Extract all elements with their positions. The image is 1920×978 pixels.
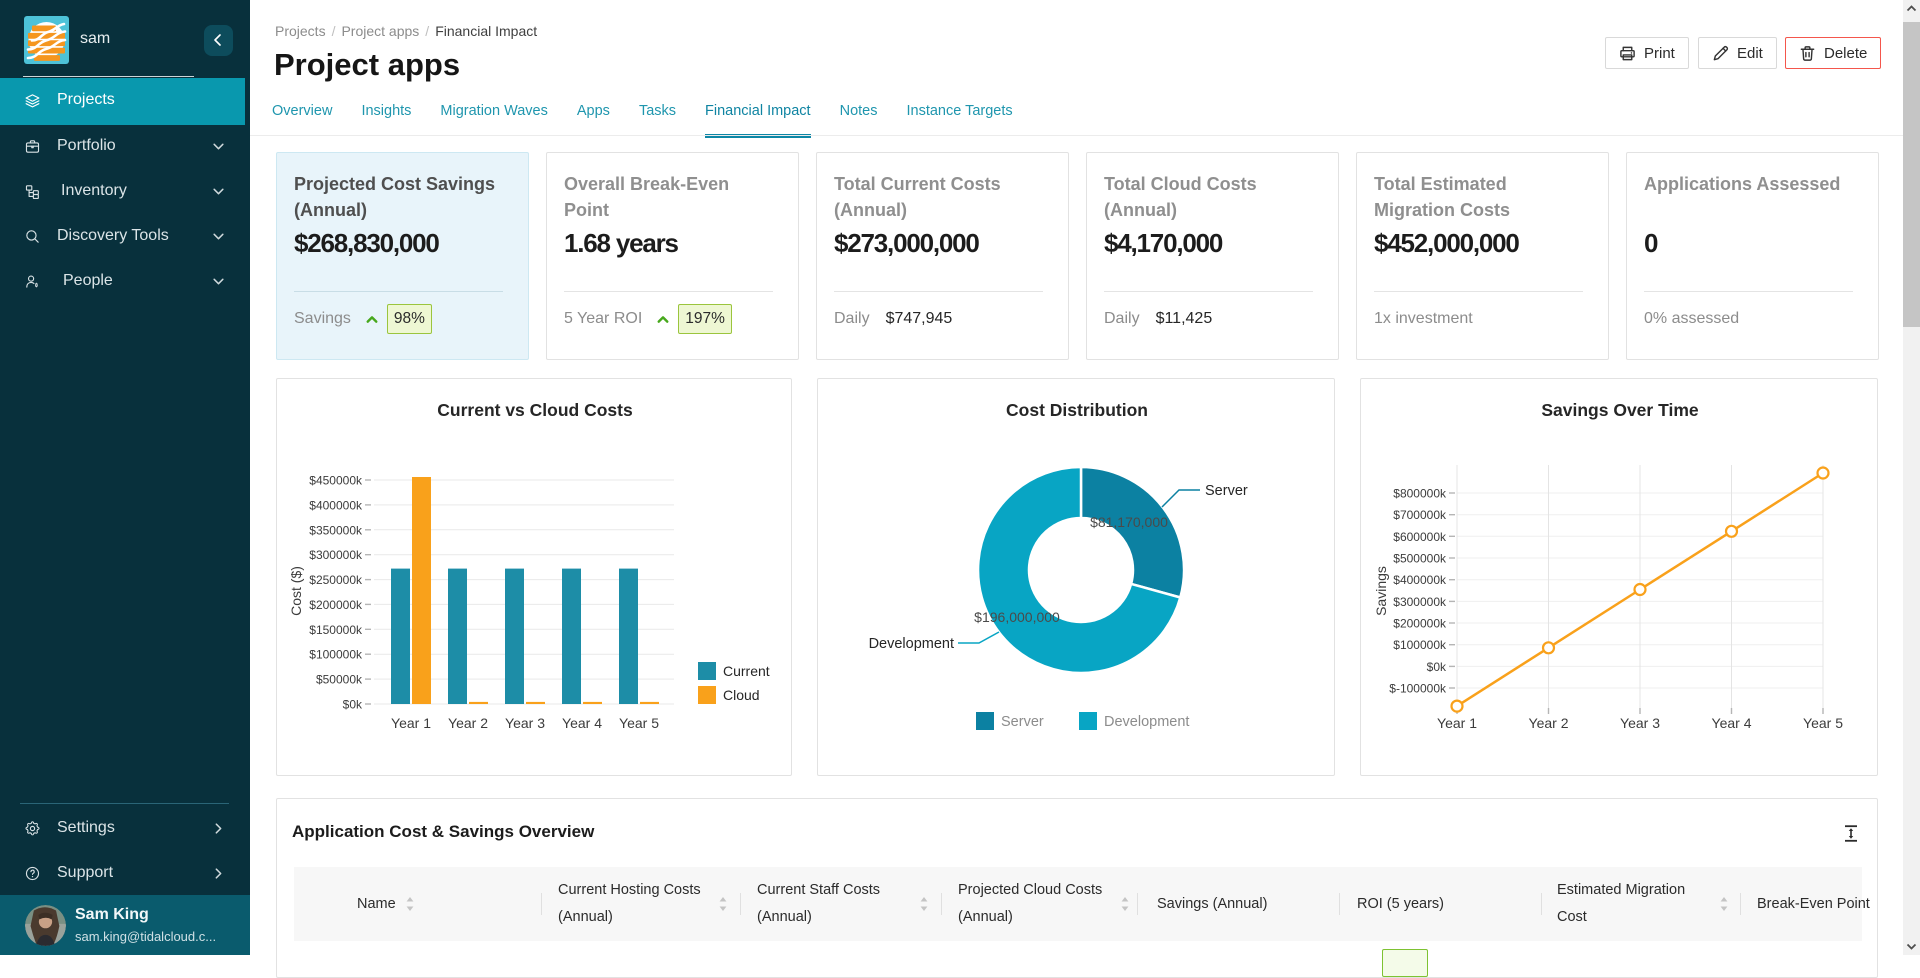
svg-text:$300000k: $300000k — [1393, 595, 1447, 609]
svg-text:Current: Current — [723, 663, 770, 679]
svg-text:Cost ($): Cost ($) — [288, 566, 304, 616]
svg-text:$50000k: $50000k — [316, 673, 363, 687]
svg-text:Year 5: Year 5 — [619, 715, 659, 731]
svg-text:Year 5: Year 5 — [1803, 715, 1843, 731]
svg-text:Current vs Cloud Costs: Current vs Cloud Costs — [437, 400, 633, 420]
svg-text:Savings Over Time: Savings Over Time — [1541, 400, 1699, 420]
svg-text:Year 4: Year 4 — [562, 715, 602, 731]
svg-text:$81,170,000: $81,170,000 — [1090, 514, 1168, 530]
svg-text:Year 4: Year 4 — [1712, 715, 1752, 731]
svg-text:$400000k: $400000k — [1393, 573, 1447, 587]
svg-text:$450000k: $450000k — [309, 474, 363, 488]
svg-text:$0k: $0k — [343, 698, 363, 712]
svg-text:$350000k: $350000k — [309, 523, 363, 537]
svg-text:$250000k: $250000k — [309, 573, 363, 587]
svg-text:$100000k: $100000k — [1393, 638, 1447, 652]
svg-text:$600000k: $600000k — [1393, 530, 1447, 544]
svg-text:$100000k: $100000k — [309, 648, 363, 662]
svg-text:Year 3: Year 3 — [1620, 715, 1660, 731]
svg-text:Development: Development — [1104, 714, 1189, 730]
svg-text:$150000k: $150000k — [309, 623, 363, 637]
svg-text:Cloud: Cloud — [723, 687, 760, 703]
svg-text:Development: Development — [869, 636, 954, 652]
svg-text:Server: Server — [1001, 714, 1044, 730]
svg-text:Year 2: Year 2 — [448, 715, 488, 731]
svg-text:$300000k: $300000k — [309, 548, 363, 562]
svg-text:$200000k: $200000k — [309, 598, 363, 612]
svg-text:$400000k: $400000k — [309, 498, 363, 512]
svg-text:$700000k: $700000k — [1393, 508, 1447, 522]
svg-text:$800000k: $800000k — [1393, 487, 1447, 501]
svg-text:Year 3: Year 3 — [505, 715, 545, 731]
svg-text:$196,000,000: $196,000,000 — [974, 609, 1060, 625]
svg-text:$0k: $0k — [1427, 660, 1447, 674]
svg-text:Year 1: Year 1 — [1437, 715, 1477, 731]
svg-text:Savings: Savings — [1373, 566, 1389, 616]
svg-text:Server: Server — [1205, 483, 1248, 499]
svg-text:$200000k: $200000k — [1393, 617, 1447, 631]
svg-text:$500000k: $500000k — [1393, 552, 1447, 566]
svg-text:Year 1: Year 1 — [391, 715, 431, 731]
svg-text:Cost Distribution: Cost Distribution — [1006, 400, 1148, 420]
svg-text:Year 2: Year 2 — [1529, 715, 1569, 731]
svg-text:$-100000k: $-100000k — [1389, 682, 1447, 696]
